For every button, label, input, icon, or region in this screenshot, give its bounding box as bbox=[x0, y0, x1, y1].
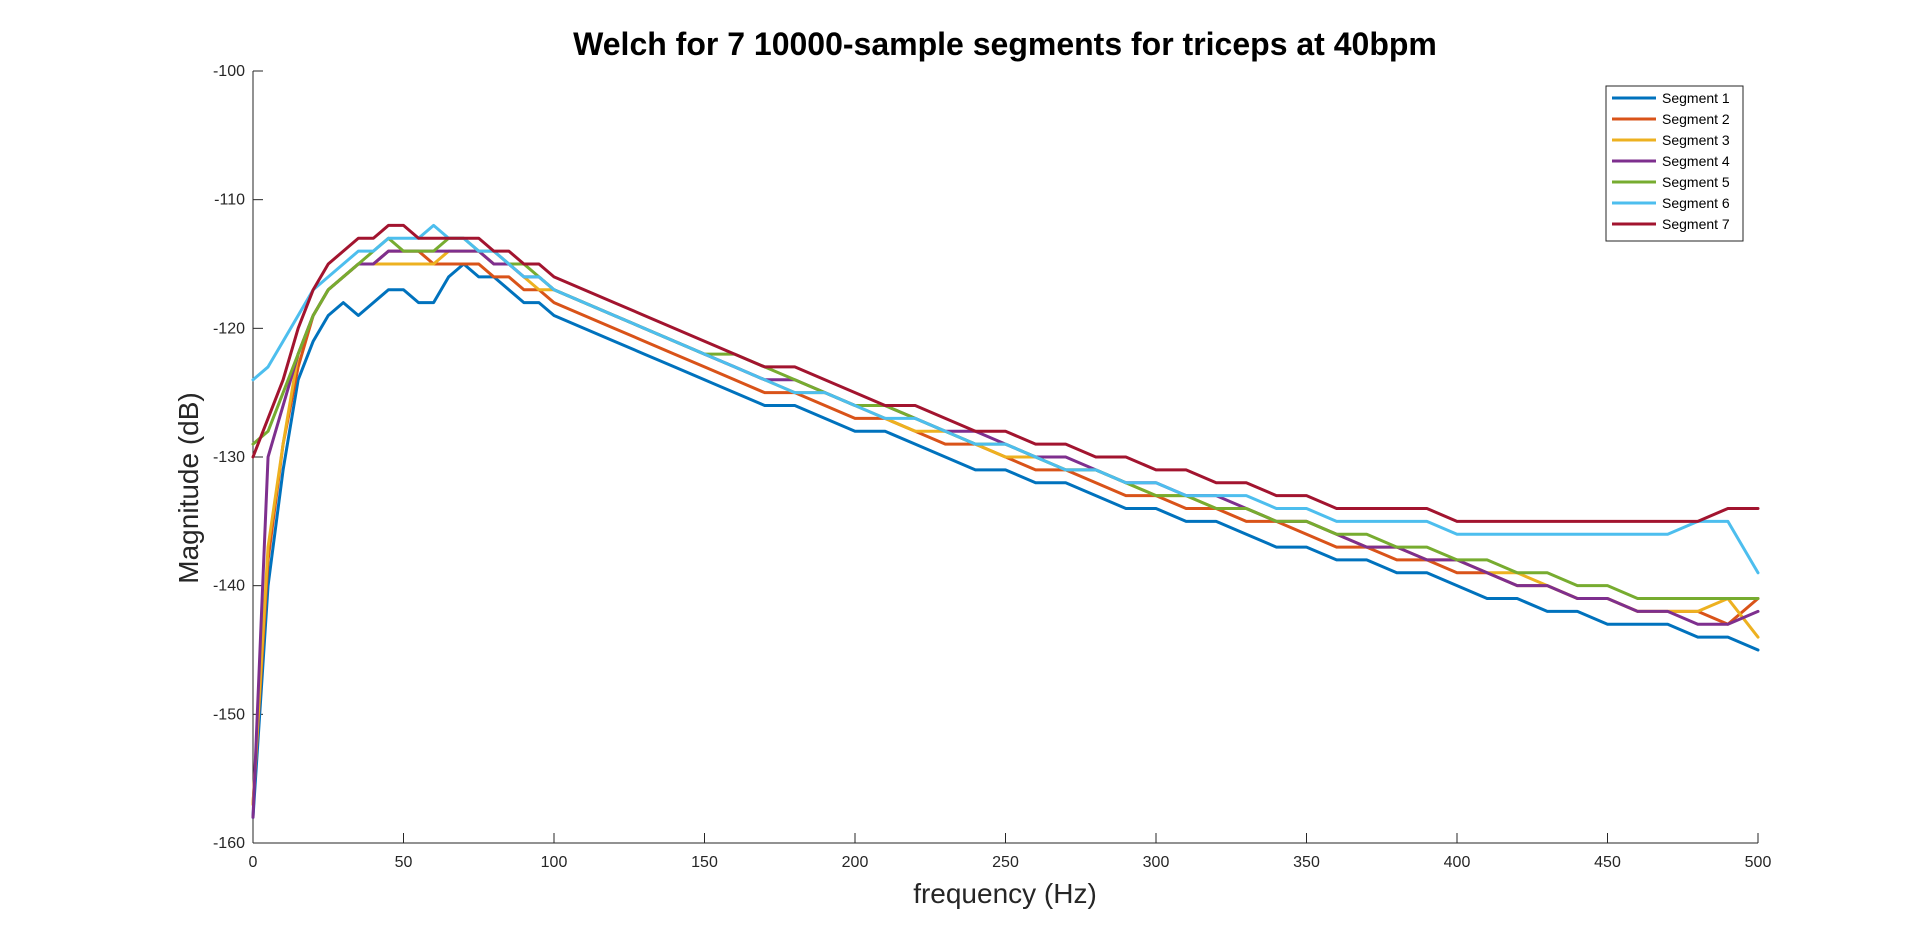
legend-label-segment-7: Segment 7 bbox=[1662, 216, 1730, 232]
x-tick-label: 300 bbox=[1143, 854, 1170, 871]
axes: 0 50 100 150 200 250 300 350 400 450 500 -160 -150 -1… bbox=[213, 63, 1771, 871]
y-tick-label: -100 bbox=[213, 63, 245, 80]
y-tick-label: -160 bbox=[213, 835, 245, 852]
x-tick-label: 50 bbox=[395, 854, 413, 871]
legend-label-segment-2: Segment 2 bbox=[1662, 111, 1730, 127]
legend-label-segment-3: Segment 3 bbox=[1662, 132, 1730, 148]
y-tick-label: -120 bbox=[213, 320, 245, 337]
series-line-segment-3 bbox=[251, 249, 1760, 806]
y-tick-label: -110 bbox=[214, 192, 245, 209]
chart-title: Welch for 7 10000-sample segments for tr… bbox=[573, 26, 1437, 62]
x-tick-label: 450 bbox=[1594, 854, 1621, 871]
x-axis-label: frequency (Hz) bbox=[913, 878, 1097, 909]
series-line-segment-2 bbox=[251, 249, 1760, 806]
legend-box bbox=[1605, 85, 1744, 242]
legend: Segment 1 Segment 2 Segment 3 Segment 4 Segm… bbox=[1605, 85, 1744, 242]
y-tick-label: -130 bbox=[213, 449, 245, 466]
x-tick-label: 250 bbox=[992, 854, 1019, 871]
x-tick-label: 200 bbox=[842, 854, 869, 871]
series-line-segment-6 bbox=[251, 223, 1760, 575]
x-tick-label: 350 bbox=[1293, 854, 1320, 871]
legend-label-segment-6: Segment 6 bbox=[1662, 195, 1730, 211]
y-axis-label: Magnitude (dB) bbox=[173, 392, 204, 583]
legend-label-segment-5: Segment 5 bbox=[1662, 174, 1730, 190]
x-tick-label: 400 bbox=[1444, 854, 1471, 871]
x-tick-label: 100 bbox=[541, 854, 568, 871]
series-group bbox=[251, 223, 1760, 819]
y-tick-label: -140 bbox=[213, 578, 245, 595]
x-tick-label: 150 bbox=[691, 854, 718, 871]
y-tick-label: -150 bbox=[213, 706, 245, 723]
x-tick-label: 0 bbox=[249, 854, 258, 871]
series-line-segment-1 bbox=[251, 262, 1760, 819]
x-tick-label: 500 bbox=[1745, 854, 1772, 871]
legend-label-segment-4: Segment 4 bbox=[1662, 153, 1730, 169]
series-line-segment-7 bbox=[251, 223, 1760, 523]
legend-label-segment-1: Segment 1 bbox=[1662, 90, 1730, 106]
series-line-segment-5 bbox=[251, 236, 1760, 601]
